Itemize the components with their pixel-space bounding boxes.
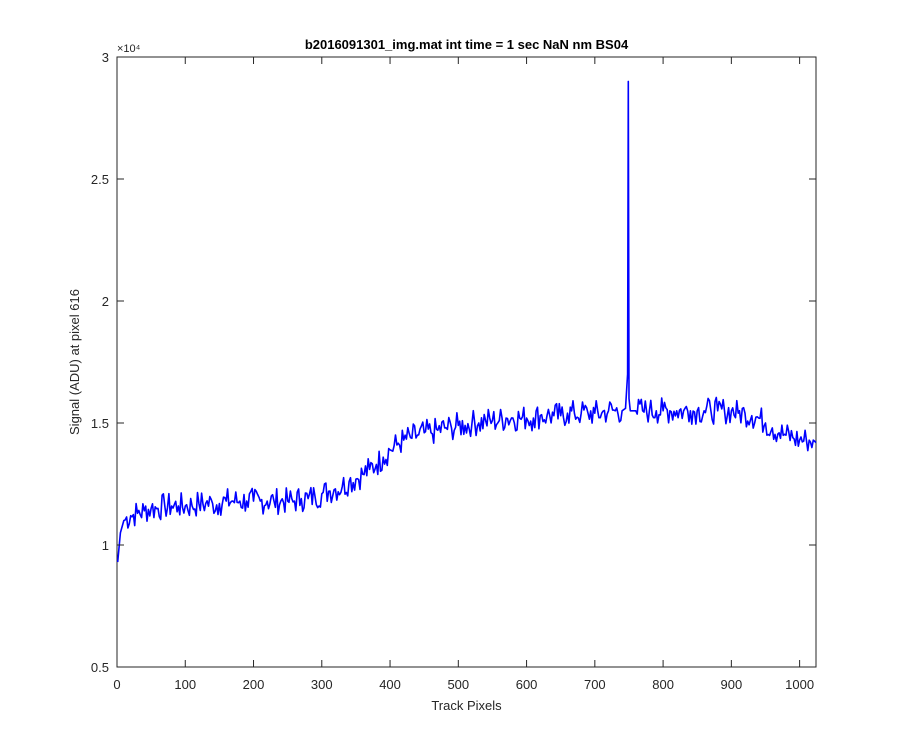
x-tick-label: 700 xyxy=(584,677,606,692)
axes-box xyxy=(116,56,817,668)
x-tick-label: 400 xyxy=(379,677,401,692)
x-tick-label: 300 xyxy=(311,677,333,692)
x-tick-label: 900 xyxy=(721,677,743,692)
y-tick-label: 2.5 xyxy=(91,172,109,187)
x-axis-label: Track Pixels xyxy=(431,698,502,713)
y-tick-label: 1 xyxy=(102,538,109,553)
axes xyxy=(116,56,817,668)
x-tick-label: 1000 xyxy=(785,677,814,692)
ticks: 0 100 200 300 400 500 600 700 800 900 1000 0.5 1 1.5 2… xyxy=(91,50,816,692)
y-tick-label: 1.5 xyxy=(91,416,109,431)
x-tick-label: 600 xyxy=(516,677,538,692)
chart-title: b2016091301_img.mat int time = 1 sec NaN… xyxy=(305,37,629,52)
x-tick-label: 800 xyxy=(652,677,674,692)
y-tick-label: 2 xyxy=(102,294,109,309)
y-axis-label: Signal (ADU) at pixel 616 xyxy=(67,289,82,435)
y-tick-label: 0.5 xyxy=(91,660,109,675)
y-tick-label: 3 xyxy=(102,50,109,65)
y-exponent-label: ×10⁴ xyxy=(117,43,141,55)
x-tick-label: 100 xyxy=(174,677,196,692)
series-line xyxy=(116,80,817,563)
x-tick-label: 500 xyxy=(447,677,469,692)
x-tick-label: 0 xyxy=(113,677,120,692)
data-series xyxy=(116,80,817,563)
x-tick-label: 200 xyxy=(243,677,265,692)
